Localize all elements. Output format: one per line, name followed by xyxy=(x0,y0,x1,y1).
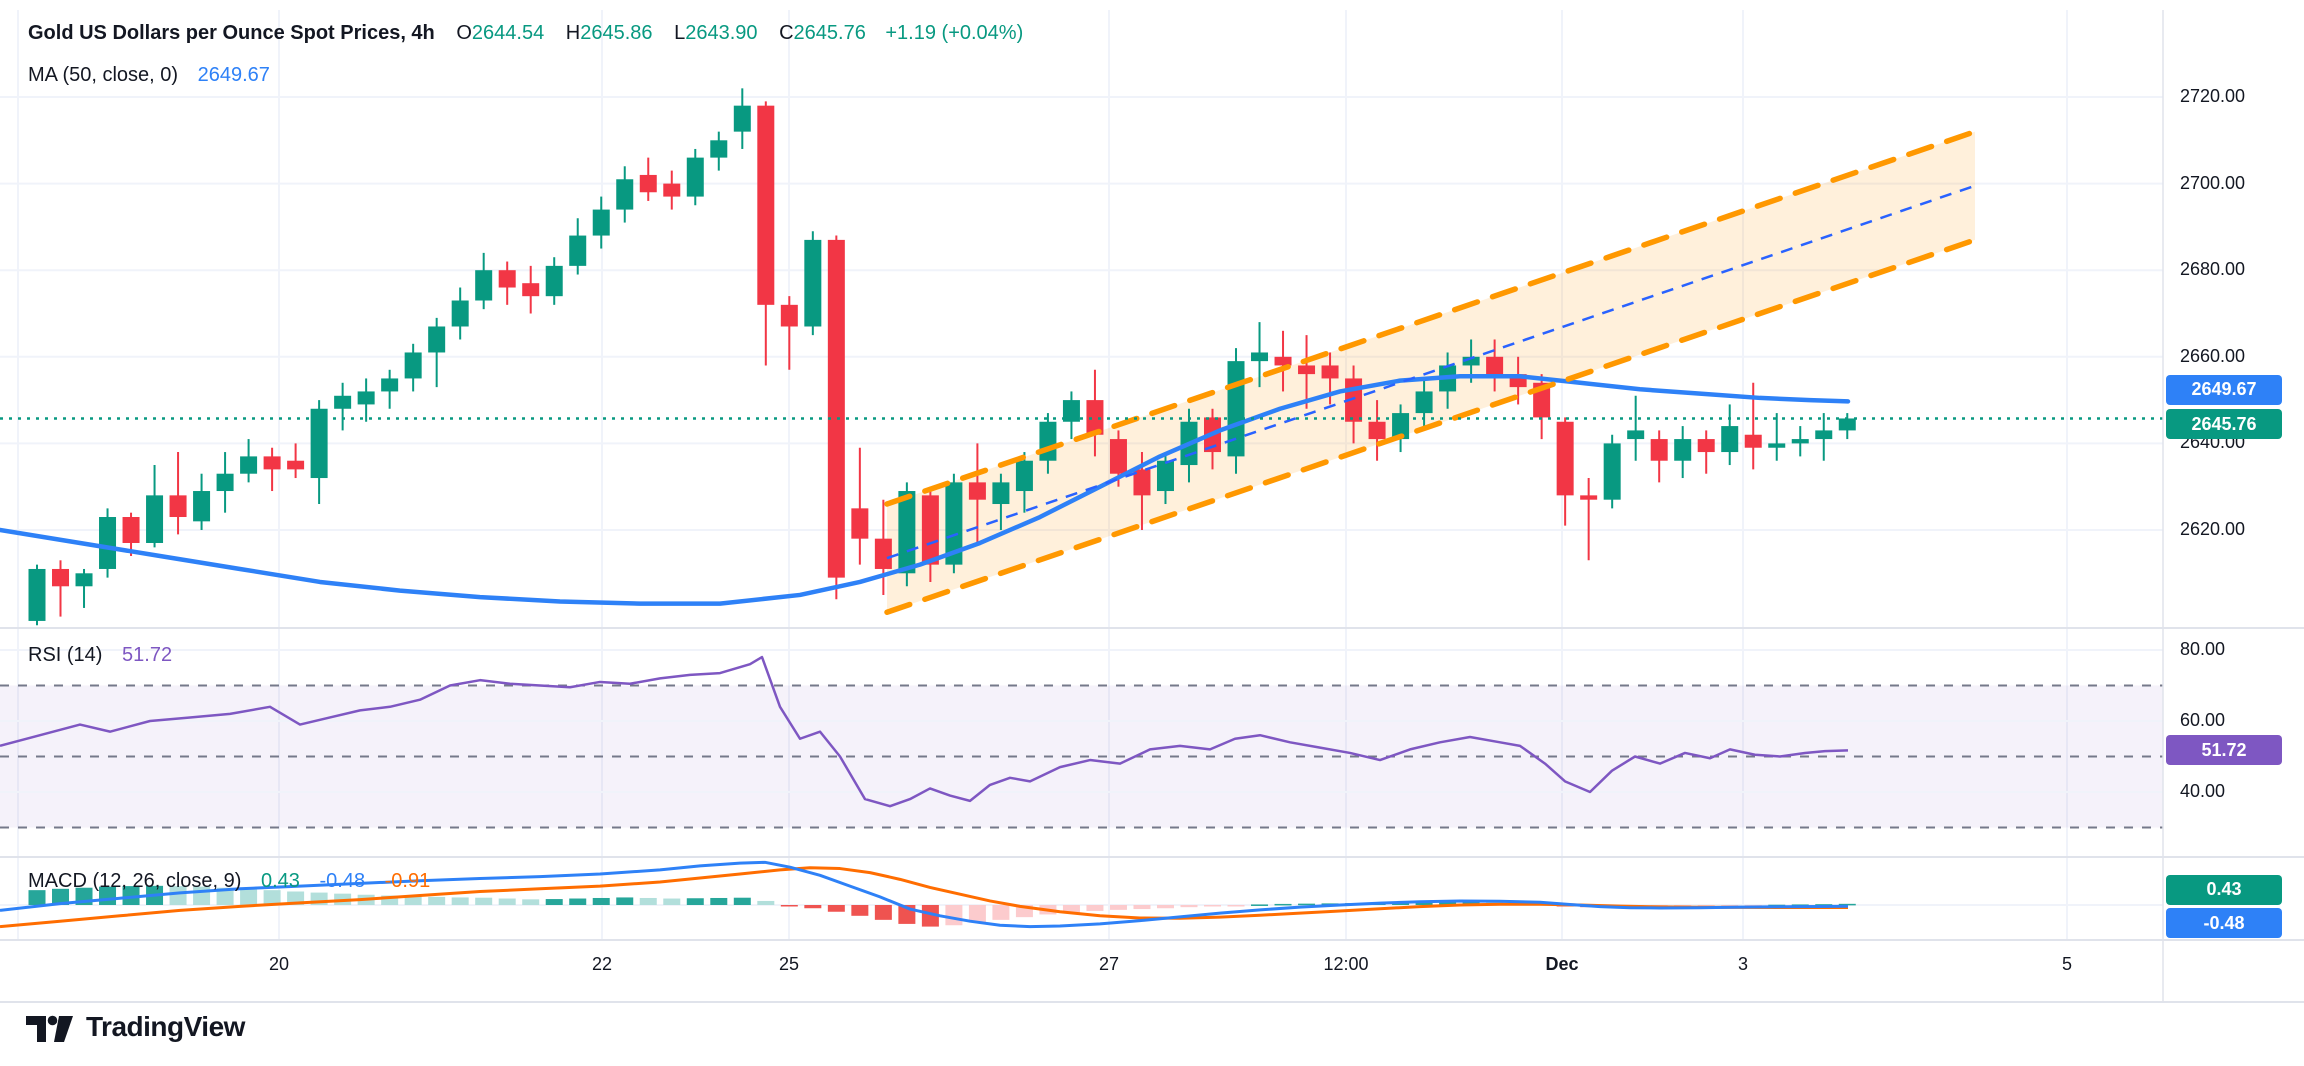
price-axis-label: 2680.00 xyxy=(2180,259,2246,280)
time-axis-label: 20 xyxy=(268,954,290,974)
time-axis[interactable]: 20 22 25 27 12:00 Dec 3 5 xyxy=(0,940,2304,1002)
ohlc-low-label: L xyxy=(674,22,686,44)
rsi-legend-value: 51.72 xyxy=(122,644,173,666)
rsi-value-badge: 51.72 xyxy=(2166,735,2282,766)
rsi-axis-label: 60.00 xyxy=(2180,710,2226,730)
change-value: +1.19 (+0.04%) xyxy=(885,22,1024,44)
ma-price-badge: 2649.67 xyxy=(2166,374,2282,405)
ohlc-low-value: 2643.90 xyxy=(685,22,758,44)
time-axis-label: 27 xyxy=(1098,954,1120,974)
rsi-axis-label: 80.00 xyxy=(2180,639,2226,659)
ohlc-open-value: 2644.54 xyxy=(471,22,545,44)
macd-line-badge: -0.48 xyxy=(2166,908,2282,939)
tradingview-watermark[interactable]: TradingView xyxy=(26,1008,245,1046)
time-axis-label: 25 xyxy=(778,954,800,974)
time-axis-label: 5 xyxy=(2061,954,2073,974)
ohlc-close-label: C xyxy=(779,22,794,44)
time-axis-label: 12:00 xyxy=(1323,954,1369,974)
ma-legend-value: 2649.67 xyxy=(197,64,270,86)
tradingview-logo-text: TradingView xyxy=(86,1011,245,1042)
macd-line-value: -0.48 xyxy=(319,870,366,892)
last-price-badge: 2645.76 xyxy=(2166,409,2282,440)
ohlc-high-label: H xyxy=(565,22,581,44)
rsi-axis-label: 40.00 xyxy=(2180,781,2226,801)
ohlc-close-value: 2645.76 xyxy=(793,22,866,44)
price-axis-label: 2620.00 xyxy=(2180,519,2246,539)
macd-hist-value: 0.43 xyxy=(260,870,300,892)
macd-signal-value: -0.91 xyxy=(384,870,431,892)
rsi-legend-label: RSI (14) xyxy=(28,644,103,666)
time-axis-label: Dec xyxy=(1545,954,1579,974)
price-axis-label: 2700.00 xyxy=(2180,172,2246,193)
symbol-title: Gold US Dollars per Ounce Spot Prices, 4… xyxy=(28,22,435,44)
ma-legend-label: MA (50, close, 0) xyxy=(28,64,179,86)
time-axis-label: 3 xyxy=(1737,954,1749,974)
price-axis-label: 2720.00 xyxy=(2180,86,2246,106)
rsi-legend[interactable]: RSI (14) 51.72 xyxy=(28,644,172,667)
macd-legend[interactable]: MACD (12, 26, close, 9) 0.43 -0.48 -0.91 xyxy=(28,870,430,893)
ma-legend[interactable]: MA (50, close, 0) 2649.67 xyxy=(28,64,270,87)
ohlc-open-label: O xyxy=(456,22,472,44)
price-axis-label: 2660.00 xyxy=(2180,345,2246,366)
symbol-legend[interactable]: Gold US Dollars per Ounce Spot Prices, 4… xyxy=(28,22,1023,45)
price-axis[interactable]: 2720.00 2700.00 2680.00 2660.00 2640.00 2620.… xyxy=(0,0,2304,1002)
macd-histogram-badge: 0.43 xyxy=(2166,874,2282,905)
time-axis-label: 22 xyxy=(591,954,613,974)
ohlc-high-value: 2645.86 xyxy=(580,22,653,44)
tradingview-logo-icon xyxy=(26,1015,73,1042)
macd-legend-label: MACD (12, 26, close, 9) xyxy=(28,870,242,892)
